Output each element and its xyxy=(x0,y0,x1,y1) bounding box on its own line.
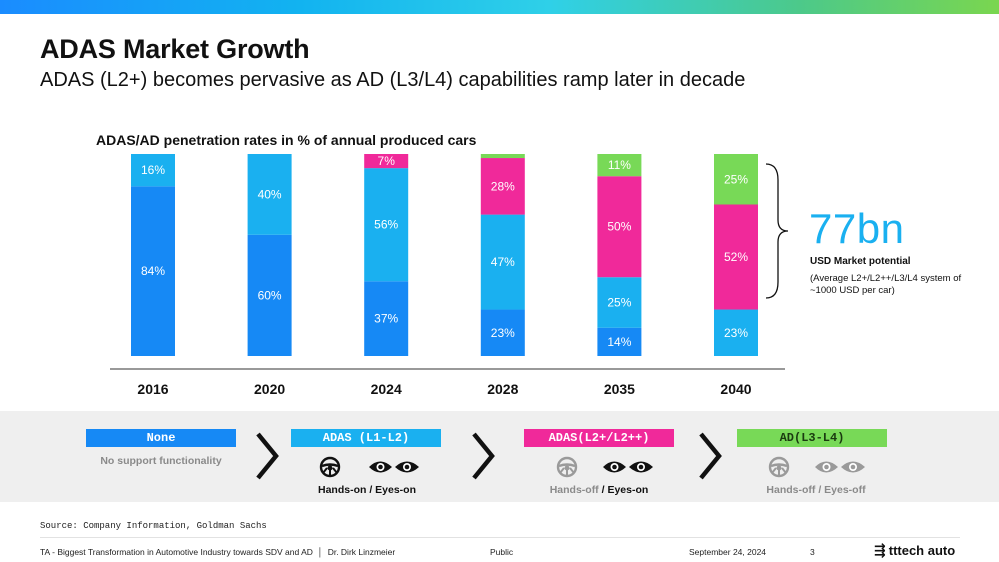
bar-2040-series-2 xyxy=(714,204,758,310)
bar-2028-series-3 xyxy=(480,154,525,159)
bar-2016-series-0 xyxy=(131,186,175,356)
x-tick-label: 2040 xyxy=(720,381,751,397)
bar-2016-series-1 xyxy=(131,154,175,187)
level-ad-badge: AD(L3-L4) xyxy=(737,429,887,447)
level-none-badge: None xyxy=(86,429,236,447)
data-label: 11% xyxy=(608,158,631,172)
footer-divider xyxy=(40,537,960,538)
right-brace-icon xyxy=(765,163,789,299)
x-tick-label: 2028 xyxy=(487,381,518,397)
page-title: ADAS Market Growth xyxy=(40,34,310,64)
x-tick-label: 2024 xyxy=(371,381,402,397)
levels-band xyxy=(0,411,999,502)
market-note: (Average L2+/L2++/L3/L4 system of ~1000 … xyxy=(810,273,962,296)
x-tick-label: 2020 xyxy=(254,381,285,397)
eyes-icon xyxy=(815,461,865,473)
bar-2040-series-1 xyxy=(714,309,758,356)
data-label: 50% xyxy=(607,220,631,234)
eyes-icon xyxy=(369,461,419,473)
level-ad-caption: Hands-off / Eyes-off xyxy=(766,484,866,496)
bar-2035-series-3 xyxy=(597,154,642,177)
chevron-right-icon xyxy=(472,432,495,480)
brand-logo: ⇶ tttech auto xyxy=(874,542,956,558)
bar-2035-series-1 xyxy=(597,277,642,328)
source-note: Source: Company Information, Goldman Sac… xyxy=(40,521,267,531)
stacked-bar-chart: 84% 16% 2016 60% 40% 2020 37% 56% 7% 2024 23% 47% 28… xyxy=(110,154,785,397)
bar-2035-series-0 xyxy=(597,327,642,356)
level-adas-plus-badge: ADAS(L2+/L2++) xyxy=(524,429,674,447)
data-label: 37% xyxy=(374,312,398,326)
bar-2020-series-1 xyxy=(247,154,292,235)
eyes-icon xyxy=(603,461,653,473)
footer-presentation-title: TA - Biggest Transformation in Automotiv… xyxy=(40,547,396,557)
footer-classification: Public xyxy=(490,547,514,557)
tttech-auto-logo-icon: ⇶ xyxy=(874,542,886,558)
data-label: 47% xyxy=(491,255,515,269)
market-value: 77bn xyxy=(809,205,905,252)
top-gradient-bar xyxy=(0,0,999,14)
steering-wheel-icon xyxy=(319,456,341,478)
data-label: 7% xyxy=(378,154,396,168)
x-tick-label: 2016 xyxy=(137,381,168,397)
chart-title: ADAS/AD penetration rates in % of annual… xyxy=(96,132,477,148)
data-label: 60% xyxy=(258,288,282,302)
bar-2020-series-0 xyxy=(247,234,292,356)
data-label: 40% xyxy=(258,187,282,201)
level-adas-badge: ADAS (L1-L2) xyxy=(291,429,441,447)
bar-2024-series-2 xyxy=(364,154,409,169)
data-label: 52% xyxy=(724,250,748,264)
data-label: 25% xyxy=(724,172,748,186)
chevron-right-icon xyxy=(699,432,722,480)
bar-2028-series-2 xyxy=(480,158,525,215)
page-subtitle: ADAS (L2+) becomes pervasive as AD (L3/L… xyxy=(40,69,746,91)
steering-wheel-icon xyxy=(768,456,790,478)
bar-2024-series-0 xyxy=(364,281,409,356)
page-number: 3 xyxy=(810,547,815,557)
data-label: 25% xyxy=(607,295,631,309)
bar-2035-series-2 xyxy=(597,176,642,278)
data-label: 28% xyxy=(491,179,515,193)
none-description: No support functionality xyxy=(100,455,222,467)
steering-wheel-icon xyxy=(556,456,578,478)
bar-2024-series-1 xyxy=(364,168,409,282)
bar-2028-series-1 xyxy=(480,214,525,310)
data-label: 23% xyxy=(724,326,748,340)
data-label: 56% xyxy=(374,218,398,232)
level-adas-caption: Hands-on / Eyes-on xyxy=(317,484,416,496)
chevron-right-icon xyxy=(256,432,279,480)
footer-date: September 24, 2024 xyxy=(689,547,767,557)
x-tick-label: 2035 xyxy=(604,381,635,397)
level-adas-plus-caption: Hands-off / Eyes-on xyxy=(549,484,649,496)
data-label: 23% xyxy=(491,326,515,340)
data-label: 84% xyxy=(141,264,165,278)
bar-2028-series-0 xyxy=(480,309,525,356)
data-label: 16% xyxy=(141,163,165,177)
market-label: USD Market potential xyxy=(810,256,911,267)
bar-2040-series-3 xyxy=(714,154,758,205)
data-label: 14% xyxy=(607,335,631,349)
